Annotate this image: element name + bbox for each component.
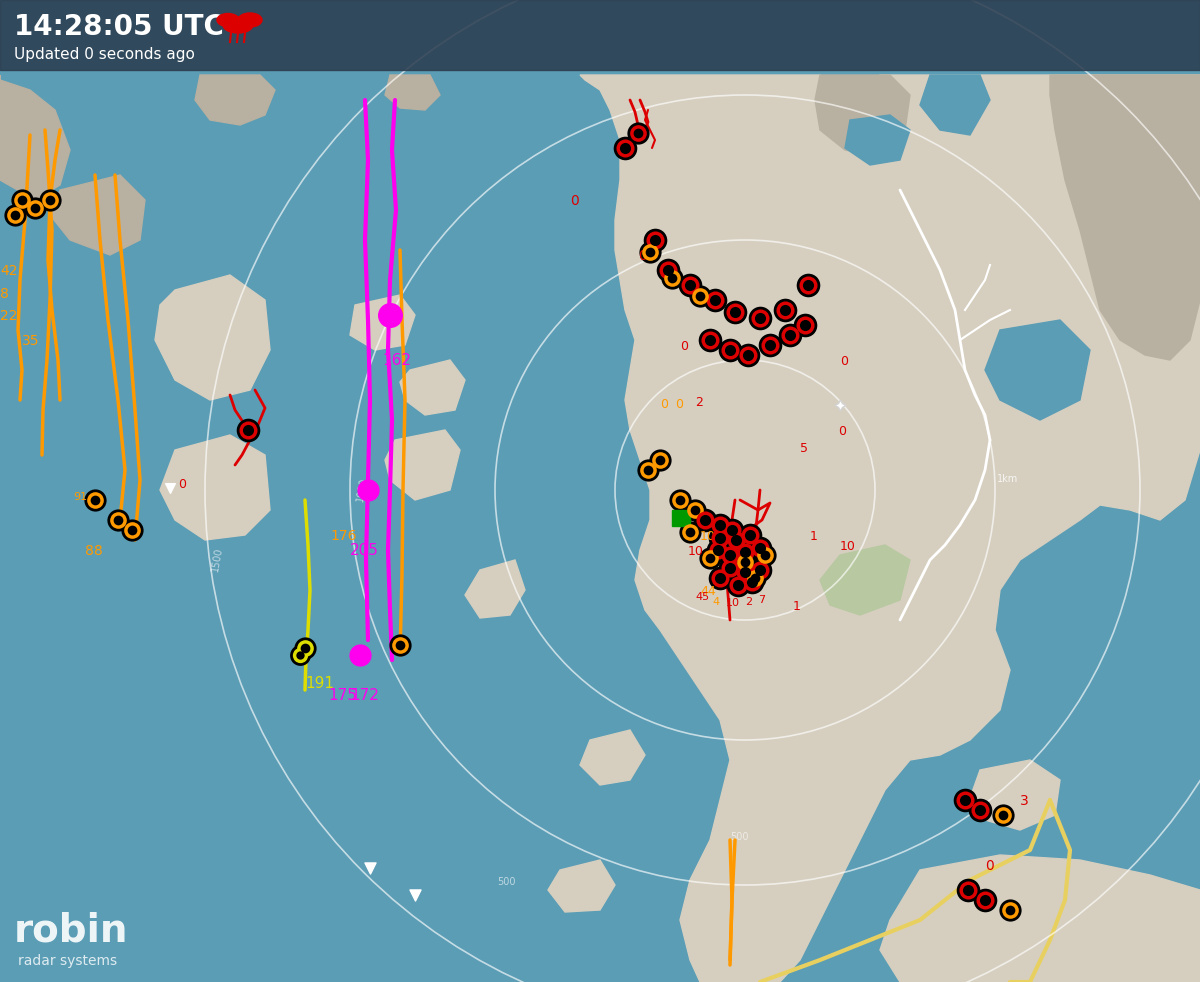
Polygon shape xyxy=(1010,570,1110,670)
Polygon shape xyxy=(194,75,275,125)
Polygon shape xyxy=(50,175,145,255)
Polygon shape xyxy=(350,295,415,350)
Text: 2: 2 xyxy=(745,597,752,607)
Text: 10: 10 xyxy=(700,530,716,543)
Text: 500: 500 xyxy=(730,832,749,842)
Polygon shape xyxy=(815,75,910,155)
Text: 0: 0 xyxy=(838,425,846,438)
Text: 1500: 1500 xyxy=(210,546,224,572)
Text: 35: 35 xyxy=(22,334,40,348)
Text: 0: 0 xyxy=(985,859,994,873)
Text: 4: 4 xyxy=(712,597,719,607)
Text: radar systems: radar systems xyxy=(18,954,118,968)
Ellipse shape xyxy=(223,17,253,33)
Text: 7: 7 xyxy=(758,595,766,605)
Text: 10: 10 xyxy=(726,598,740,608)
Text: 175: 175 xyxy=(328,688,356,703)
Text: 0: 0 xyxy=(570,194,578,208)
Polygon shape xyxy=(400,360,466,415)
Polygon shape xyxy=(880,855,1200,982)
Text: 22: 22 xyxy=(0,309,18,323)
Text: Updated 0 seconds ago: Updated 0 seconds ago xyxy=(14,46,194,62)
Text: 205: 205 xyxy=(350,543,379,558)
Polygon shape xyxy=(1050,75,1200,360)
Text: 1000: 1000 xyxy=(355,476,370,502)
Text: 0: 0 xyxy=(660,398,668,411)
Text: 191: 191 xyxy=(305,676,334,691)
Text: 45: 45 xyxy=(695,592,709,602)
Polygon shape xyxy=(985,320,1090,420)
Polygon shape xyxy=(820,545,910,615)
Text: 500: 500 xyxy=(497,877,516,887)
Polygon shape xyxy=(0,75,70,200)
Text: 88: 88 xyxy=(85,544,103,558)
Polygon shape xyxy=(155,275,270,400)
Polygon shape xyxy=(845,115,910,165)
Text: 14:28:05 UTC: 14:28:05 UTC xyxy=(14,13,224,41)
Text: 44: 44 xyxy=(700,585,715,598)
Text: 0: 0 xyxy=(178,478,186,491)
Polygon shape xyxy=(970,760,1060,830)
Polygon shape xyxy=(385,75,440,110)
Polygon shape xyxy=(920,75,990,135)
Text: 2: 2 xyxy=(695,396,703,409)
Text: 91: 91 xyxy=(73,492,88,502)
Text: 0: 0 xyxy=(680,340,688,353)
Ellipse shape xyxy=(238,13,262,27)
Text: 1: 1 xyxy=(793,600,800,613)
Text: 10: 10 xyxy=(688,545,704,558)
Bar xyxy=(0,0,1200,70)
Polygon shape xyxy=(580,75,1200,982)
Text: 0: 0 xyxy=(674,398,683,411)
Text: 1km: 1km xyxy=(997,474,1019,484)
Polygon shape xyxy=(160,435,270,540)
Text: 8: 8 xyxy=(0,287,8,301)
Polygon shape xyxy=(466,560,526,618)
Text: 176: 176 xyxy=(330,529,356,543)
Text: 10: 10 xyxy=(840,540,856,553)
Text: 162: 162 xyxy=(382,353,410,368)
Text: 42: 42 xyxy=(0,264,18,278)
Text: 1: 1 xyxy=(810,530,818,543)
Ellipse shape xyxy=(217,14,239,27)
Text: 172: 172 xyxy=(350,688,379,703)
Text: 0: 0 xyxy=(638,249,647,263)
Text: 5: 5 xyxy=(800,442,808,455)
Text: 0: 0 xyxy=(840,355,848,368)
Bar xyxy=(672,510,690,526)
Text: robin: robin xyxy=(14,912,128,950)
Polygon shape xyxy=(385,430,460,500)
Polygon shape xyxy=(580,730,646,785)
Polygon shape xyxy=(548,860,616,912)
Text: 3: 3 xyxy=(1020,794,1028,808)
